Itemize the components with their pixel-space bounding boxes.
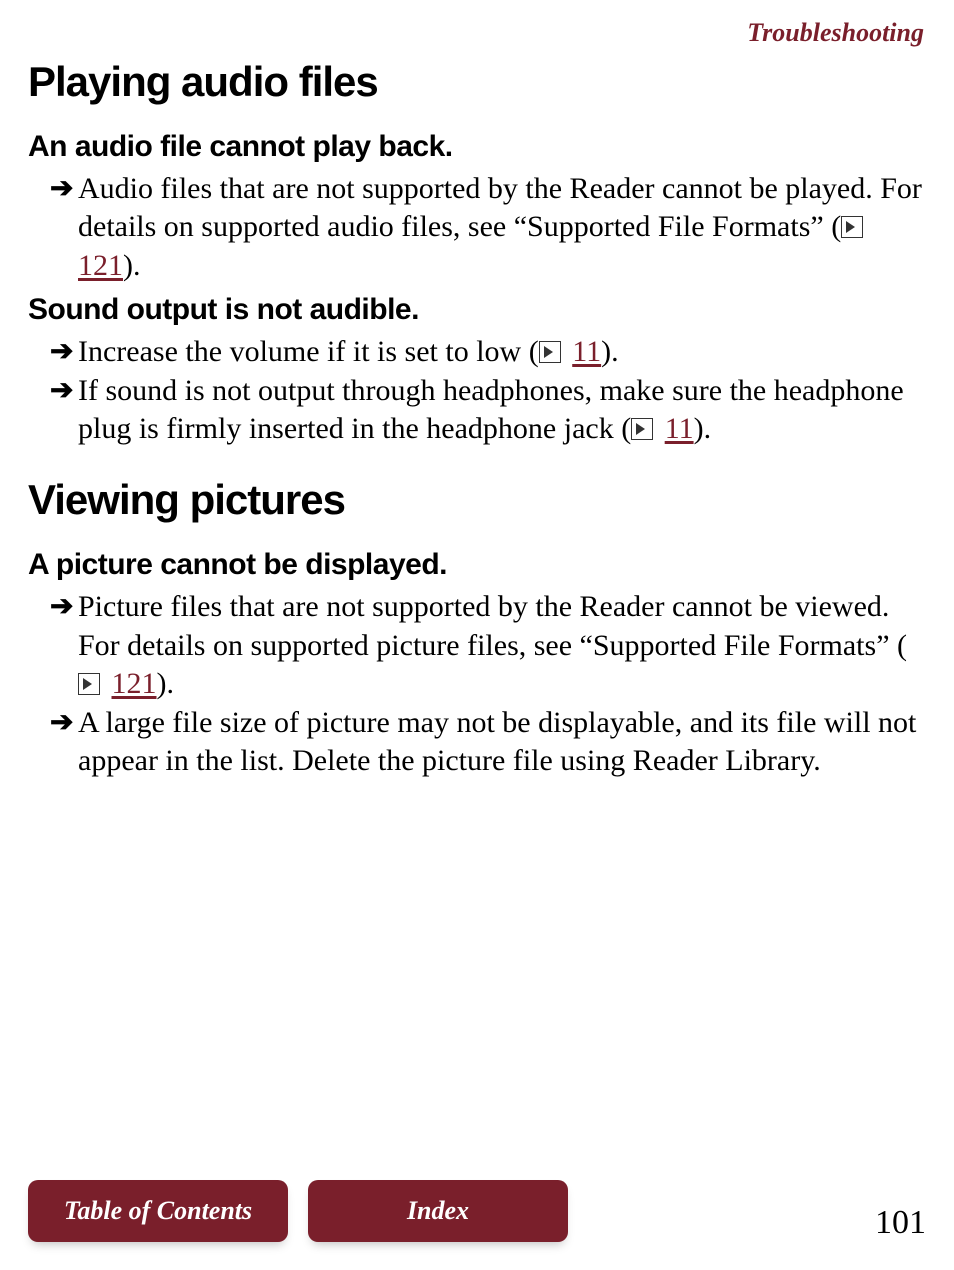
page-ref-link[interactable]: 11: [572, 335, 601, 368]
item-text: Picture files that are not supported by …: [78, 588, 926, 703]
item-text: Audio files that are not supported by th…: [78, 170, 926, 285]
text-fragment: If sound is not output through headphone…: [78, 374, 904, 445]
toc-button[interactable]: Table of Contents: [28, 1180, 288, 1242]
text-fragment: ).: [601, 335, 619, 368]
list-item: ➔ If sound is not output through headpho…: [28, 372, 926, 449]
arrow-icon: ➔: [50, 170, 78, 208]
text-fragment: Increase the volume if it is set to low …: [78, 335, 539, 368]
list-item: ➔ A large file size of picture may not b…: [28, 704, 926, 781]
arrow-icon: ➔: [50, 372, 78, 410]
item-text: Increase the volume if it is set to low …: [78, 333, 926, 371]
page-ref-icon: [841, 216, 863, 238]
text-fragment: ).: [157, 667, 175, 700]
subheading-picture-cannot-display: A picture cannot be displayed.: [28, 548, 926, 582]
page-ref-icon: [539, 341, 561, 363]
header-section-label: Troubleshooting: [747, 18, 924, 48]
page-content: Playing audio files An audio file cannot…: [0, 0, 954, 780]
arrow-icon: ➔: [50, 704, 78, 742]
page-number: 101: [875, 1204, 926, 1242]
page-ref-link[interactable]: 121: [112, 667, 157, 700]
arrow-icon: ➔: [50, 333, 78, 371]
page-footer: Table of Contents Index 101: [28, 1180, 926, 1242]
item-text: A large file size of picture may not be …: [78, 704, 926, 781]
item-text: If sound is not output through headphone…: [78, 372, 926, 449]
arrow-icon: ➔: [50, 588, 78, 626]
subheading-sound-not-audible: Sound output is not audible.: [28, 293, 926, 327]
subheading-audio-cannot-play: An audio file cannot play back.: [28, 130, 926, 164]
list-item: ➔ Picture files that are not supported b…: [28, 588, 926, 703]
text-fragment: ).: [694, 412, 712, 445]
text-fragment: Picture files that are not supported by …: [78, 590, 907, 661]
page-ref-link[interactable]: 11: [665, 412, 694, 445]
text-fragment: Audio files that are not supported by th…: [78, 172, 922, 243]
list-item: ➔ Increase the volume if it is set to lo…: [28, 333, 926, 371]
page-ref-icon: [78, 673, 100, 695]
page-ref-link[interactable]: 121: [78, 249, 123, 282]
heading-playing-audio: Playing audio files: [28, 58, 926, 106]
index-button[interactable]: Index: [308, 1180, 568, 1242]
page-ref-icon: [631, 418, 653, 440]
heading-viewing-pictures: Viewing pictures: [28, 476, 926, 524]
list-item: ➔ Audio files that are not supported by …: [28, 170, 926, 285]
text-fragment: ).: [123, 249, 141, 282]
